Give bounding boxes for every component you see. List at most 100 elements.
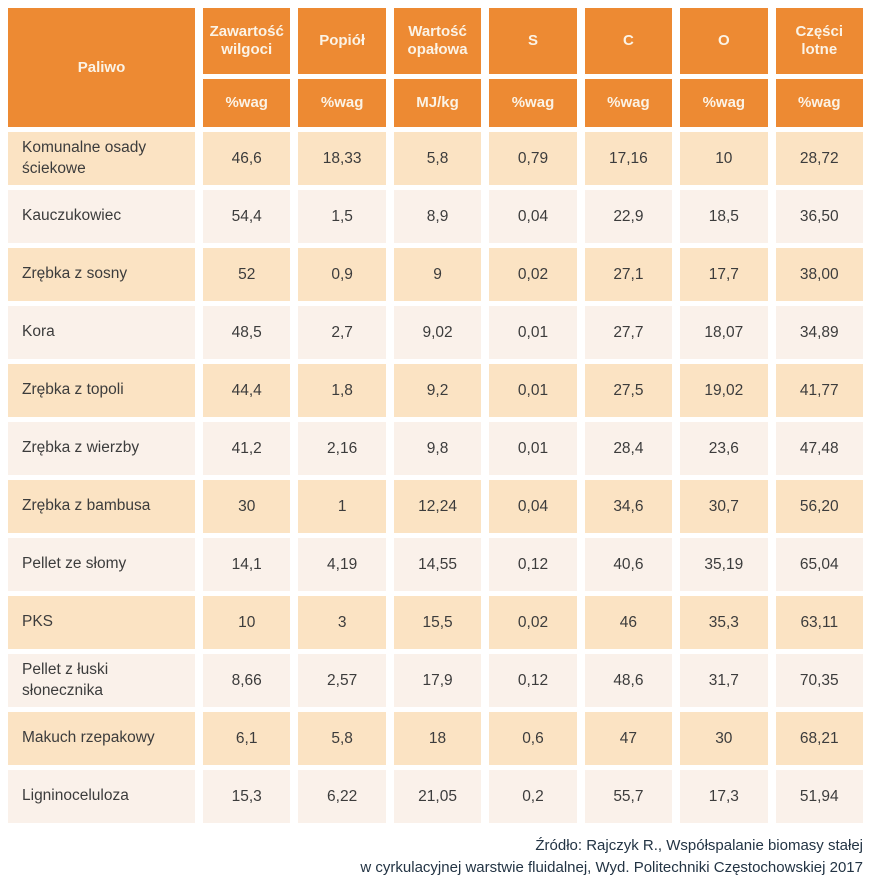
table-row: Pellet z łuski słonecznika 8,66 2,57 17,9 0,… — [8, 654, 863, 707]
value-cell: 10 — [680, 132, 768, 185]
fuel-name-cell: Komunalne osady ściekowe — [8, 132, 195, 185]
value-cell: 68,21 — [775, 712, 863, 765]
column-header-s: S — [489, 8, 577, 74]
table-row: Zrębka z bambusa 30 1 12,24 0,04 34,6 30,7 56,2… — [8, 480, 863, 533]
value-cell: 56,20 — [775, 480, 863, 533]
value-cell: 48,5 — [203, 306, 291, 359]
table-row: Ligninoceluloza 15,3 6,22 21,05 0,2 55,7 17,3 5… — [8, 770, 863, 823]
value-cell: 17,7 — [680, 248, 768, 301]
value-cell: 17,9 — [393, 654, 482, 707]
value-cell: 0,2 — [489, 770, 577, 823]
fuel-name-cell: Kora — [8, 306, 195, 359]
value-cell: 4,19 — [298, 538, 386, 591]
value-cell: 27,1 — [584, 248, 673, 301]
table-row: Makuch rzepakowy 6,1 5,8 18 0,6 47 30 68,21 — [8, 712, 863, 765]
column-unit: MJ/kg — [393, 79, 482, 127]
source-line-2: w cyrkulacyjnej warstwie fluidalnej, Wyd… — [360, 858, 863, 876]
fuel-properties-table: Paliwo Zawartość wilgoci Popiół Wartość … — [0, 3, 871, 828]
value-cell: 31,7 — [680, 654, 768, 707]
value-cell: 8,9 — [393, 190, 482, 243]
value-cell: 1 — [298, 480, 386, 533]
column-header-wartosc-opalowa: Wartość opałowa — [393, 8, 482, 74]
value-cell: 5,8 — [298, 712, 386, 765]
table-row: Zrębka z wierzby 41,2 2,16 9,8 0,01 28,4 23,6 4… — [8, 422, 863, 475]
value-cell: 34,6 — [584, 480, 673, 533]
table-row: Kora 48,5 2,7 9,02 0,01 27,7 18,07 34,89 — [8, 306, 863, 359]
table-row: Kauczukowiec 54,4 1,5 8,9 0,04 22,9 18,5 36,50 — [8, 190, 863, 243]
value-cell: 40,6 — [584, 538, 673, 591]
value-cell: 47,48 — [775, 422, 863, 475]
column-unit: %wag — [489, 79, 577, 127]
table-row: PKS 10 3 15,5 0,02 46 35,3 63,11 — [8, 596, 863, 649]
value-cell: 18 — [393, 712, 482, 765]
value-cell: 19,02 — [680, 364, 768, 417]
value-cell: 0,04 — [489, 190, 577, 243]
fuel-name-cell: Zrębka z topoli — [8, 364, 195, 417]
fuel-name-cell: Makuch rzepakowy — [8, 712, 195, 765]
value-cell: 1,5 — [298, 190, 386, 243]
table-row: Zrębka z topoli 44,4 1,8 9,2 0,01 27,5 19,02 41… — [8, 364, 863, 417]
value-cell: 46 — [584, 596, 673, 649]
value-cell: 17,16 — [584, 132, 673, 185]
value-cell: 18,5 — [680, 190, 768, 243]
value-cell: 47 — [584, 712, 673, 765]
column-unit: %wag — [775, 79, 863, 127]
value-cell: 0,12 — [489, 538, 577, 591]
fuel-name-cell: Pellet ze słomy — [8, 538, 195, 591]
source-line-1: Źródło: Rajczyk R., Współspalanie biomas… — [535, 837, 863, 854]
value-cell: 0,12 — [489, 654, 577, 707]
column-unit: %wag — [298, 79, 386, 127]
fuel-name-cell: Pellet z łuski słonecznika — [8, 654, 195, 707]
value-cell: 30 — [203, 480, 291, 533]
fuel-name-cell: PKS — [8, 596, 195, 649]
value-cell: 14,55 — [393, 538, 482, 591]
source-citation: Źródło: Rajczyk R., Współspalanie biomas… — [0, 828, 871, 879]
value-cell: 9 — [393, 248, 482, 301]
value-cell: 6,22 — [298, 770, 386, 823]
value-cell: 54,4 — [203, 190, 291, 243]
value-cell: 46,6 — [203, 132, 291, 185]
value-cell: 41,2 — [203, 422, 291, 475]
value-cell: 27,5 — [584, 364, 673, 417]
column-unit: %wag — [680, 79, 768, 127]
fuel-name-cell: Zrębka z bambusa — [8, 480, 195, 533]
value-cell: 0,01 — [489, 422, 577, 475]
value-cell: 3 — [298, 596, 386, 649]
value-cell: 44,4 — [203, 364, 291, 417]
column-header-popiol: Popiół — [298, 8, 386, 74]
value-cell: 36,50 — [775, 190, 863, 243]
value-cell: 27,7 — [584, 306, 673, 359]
value-cell: 0,6 — [489, 712, 577, 765]
value-cell: 15,3 — [203, 770, 291, 823]
value-cell: 0,79 — [489, 132, 577, 185]
value-cell: 48,6 — [584, 654, 673, 707]
column-header-paliwo: Paliwo — [8, 8, 195, 127]
value-cell: 28,4 — [584, 422, 673, 475]
column-header-c: C — [584, 8, 673, 74]
value-cell: 0,01 — [489, 306, 577, 359]
value-cell: 18,07 — [680, 306, 768, 359]
value-cell: 52 — [203, 248, 291, 301]
value-cell: 1,8 — [298, 364, 386, 417]
value-cell: 14,1 — [203, 538, 291, 591]
header-name-row: Paliwo Zawartość wilgoci Popiół Wartość … — [8, 8, 863, 127]
fuel-name-cell: Kauczukowiec — [8, 190, 195, 243]
value-cell: 41,77 — [775, 364, 863, 417]
value-cell: 2,57 — [298, 654, 386, 707]
fuel-name-cell: Ligninoceluloza — [8, 770, 195, 823]
column-header-czesci-lotne: Części lotne — [775, 8, 863, 74]
value-cell: 18,33 — [298, 132, 386, 185]
table-row: Pellet ze słomy 14,1 4,19 14,55 0,12 40,6 35,1… — [8, 538, 863, 591]
value-cell: 0,02 — [489, 596, 577, 649]
value-cell: 12,24 — [393, 480, 482, 533]
value-cell: 30 — [680, 712, 768, 765]
value-cell: 38,00 — [775, 248, 863, 301]
value-cell: 34,89 — [775, 306, 863, 359]
value-cell: 23,6 — [680, 422, 768, 475]
value-cell: 2,7 — [298, 306, 386, 359]
column-header-o: O — [680, 8, 768, 74]
column-header-zawartosc-wilgoci: Zawartość wilgoci — [203, 8, 291, 74]
value-cell: 22,9 — [584, 190, 673, 243]
value-cell: 21,05 — [393, 770, 482, 823]
value-cell: 70,35 — [775, 654, 863, 707]
